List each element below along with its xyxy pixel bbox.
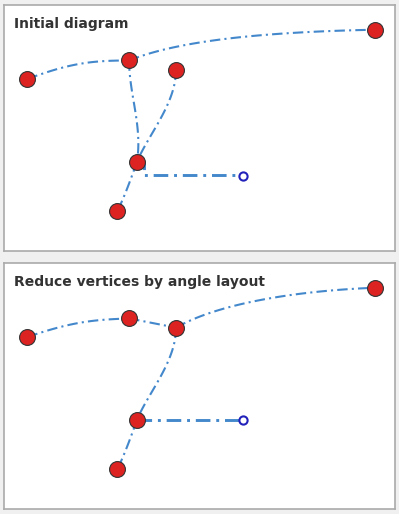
Text: Initial diagram: Initial diagram — [14, 17, 128, 31]
Point — [372, 284, 379, 292]
Point — [173, 323, 179, 332]
Point — [372, 26, 379, 34]
Point — [239, 416, 246, 424]
Point — [24, 75, 31, 83]
Point — [173, 65, 179, 74]
Point — [134, 416, 140, 424]
Point — [126, 57, 132, 65]
Point — [114, 465, 120, 473]
Text: Reduce vertices by angle layout: Reduce vertices by angle layout — [14, 276, 265, 289]
Point — [114, 207, 120, 215]
Point — [134, 158, 140, 166]
Point — [239, 172, 246, 180]
Point — [126, 315, 132, 323]
Point — [24, 333, 31, 341]
